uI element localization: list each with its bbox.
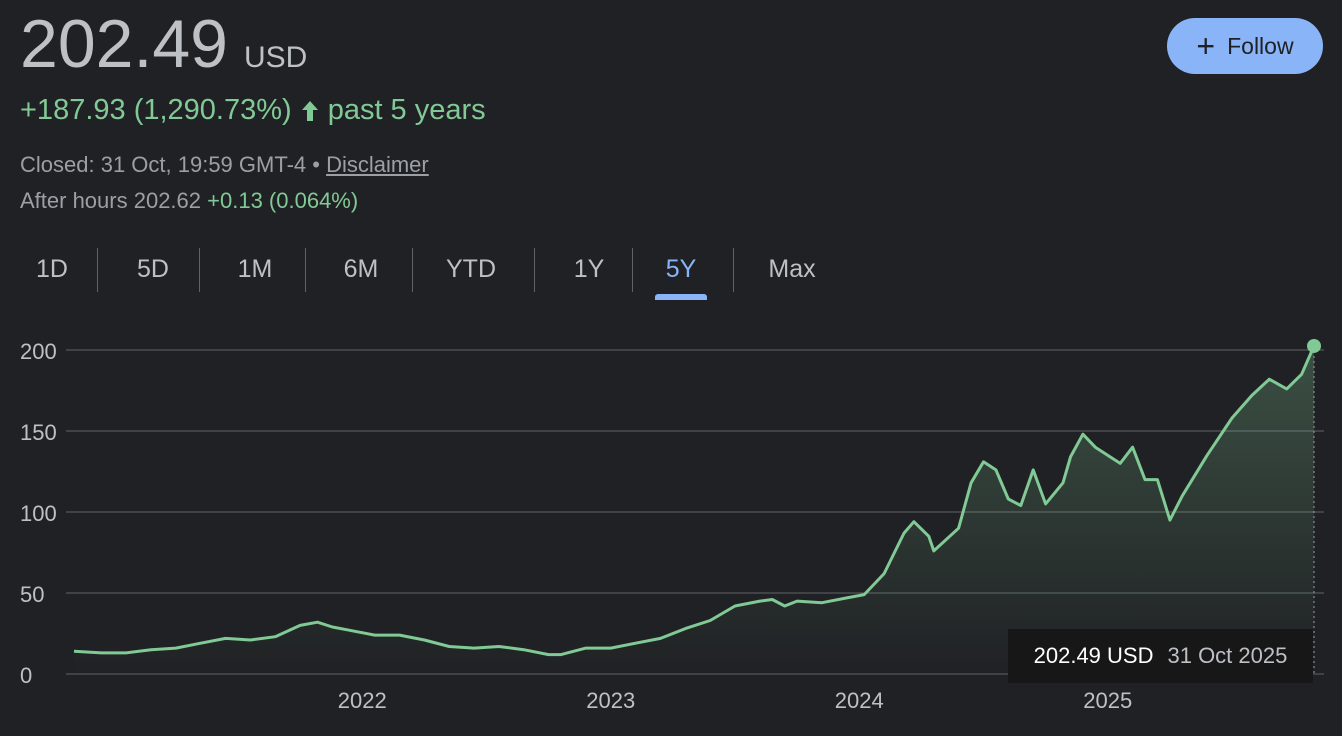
y-tick-label: 200 <box>20 339 57 364</box>
disclaimer-link[interactable]: Disclaimer <box>326 152 429 177</box>
y-tick-label: 150 <box>20 420 57 445</box>
price-chart: 0 50 100 150 200 2022 2023 2024 2025 <box>20 338 1324 713</box>
change-period: past 5 years <box>327 94 486 126</box>
tab-1d[interactable]: 1D <box>36 255 68 283</box>
area-fill <box>74 346 1314 674</box>
change-value: +187.93 (1,290.73%) <box>20 94 292 126</box>
plus-icon: + <box>1196 28 1216 64</box>
follow-label: Follow <box>1227 32 1294 59</box>
tab-divider <box>199 248 200 292</box>
tab-5d[interactable]: 5D <box>137 255 169 283</box>
tab-6m[interactable]: 6M <box>343 255 379 283</box>
x-tick-label: 2024 <box>835 688 884 713</box>
x-tick-label: 2023 <box>586 688 635 713</box>
chart-tooltip: 202.49 USD 31 Oct 2025 <box>1008 629 1313 683</box>
x-tick-label: 2022 <box>338 688 387 713</box>
tab-divider <box>305 248 306 292</box>
tab-divider <box>412 248 413 292</box>
last-point-marker <box>1307 338 1321 353</box>
currency-label: USD <box>243 41 308 74</box>
y-tick-label: 0 <box>20 663 32 688</box>
tab-5y[interactable]: 5Y <box>665 255 697 283</box>
follow-button[interactable]: + Follow <box>1167 18 1323 74</box>
price-header: 202.49 USD <box>20 4 307 84</box>
tab-1y[interactable]: 1Y <box>573 255 605 283</box>
x-tick-label: 2025 <box>1083 688 1132 713</box>
y-tick-label: 50 <box>20 582 44 607</box>
tab-max[interactable]: Max <box>768 255 816 283</box>
tab-divider <box>534 248 535 292</box>
range-tabs: 1D 5D 1M 6M YTD 1Y 5Y Max <box>0 246 860 300</box>
tooltip-value: 202.49 USD <box>1033 643 1154 668</box>
arrow-up-icon <box>301 100 318 121</box>
current-price: 202.49 <box>20 6 228 82</box>
price-change: +187.93 (1,290.73%) past 5 years <box>20 94 486 127</box>
y-tick-label: 100 <box>20 501 57 526</box>
after-hours-info: After hours 202.62 +0.13 (0.064%) <box>20 188 358 214</box>
tab-divider <box>733 248 734 292</box>
tab-ytd[interactable]: YTD <box>446 255 496 283</box>
tab-1m[interactable]: 1M <box>237 255 273 283</box>
active-tab-indicator <box>655 294 707 300</box>
closed-text: Closed: 31 Oct, 19:59 GMT-4 • <box>20 152 327 177</box>
after-hours-price: After hours 202.62 <box>20 188 202 213</box>
price-line <box>73 345 1316 657</box>
closed-info: Closed: 31 Oct, 19:59 GMT-4 • Disclaimer <box>20 152 429 178</box>
after-hours-change: +0.13 (0.064%) <box>207 188 359 213</box>
tab-divider <box>632 248 633 292</box>
tooltip-date: 31 Oct 2025 <box>1167 643 1288 668</box>
tab-divider <box>97 248 98 292</box>
